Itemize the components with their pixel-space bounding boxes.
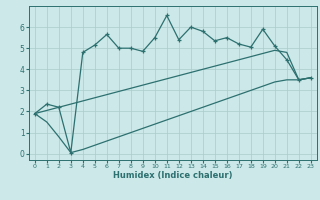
X-axis label: Humidex (Indice chaleur): Humidex (Indice chaleur): [113, 171, 233, 180]
